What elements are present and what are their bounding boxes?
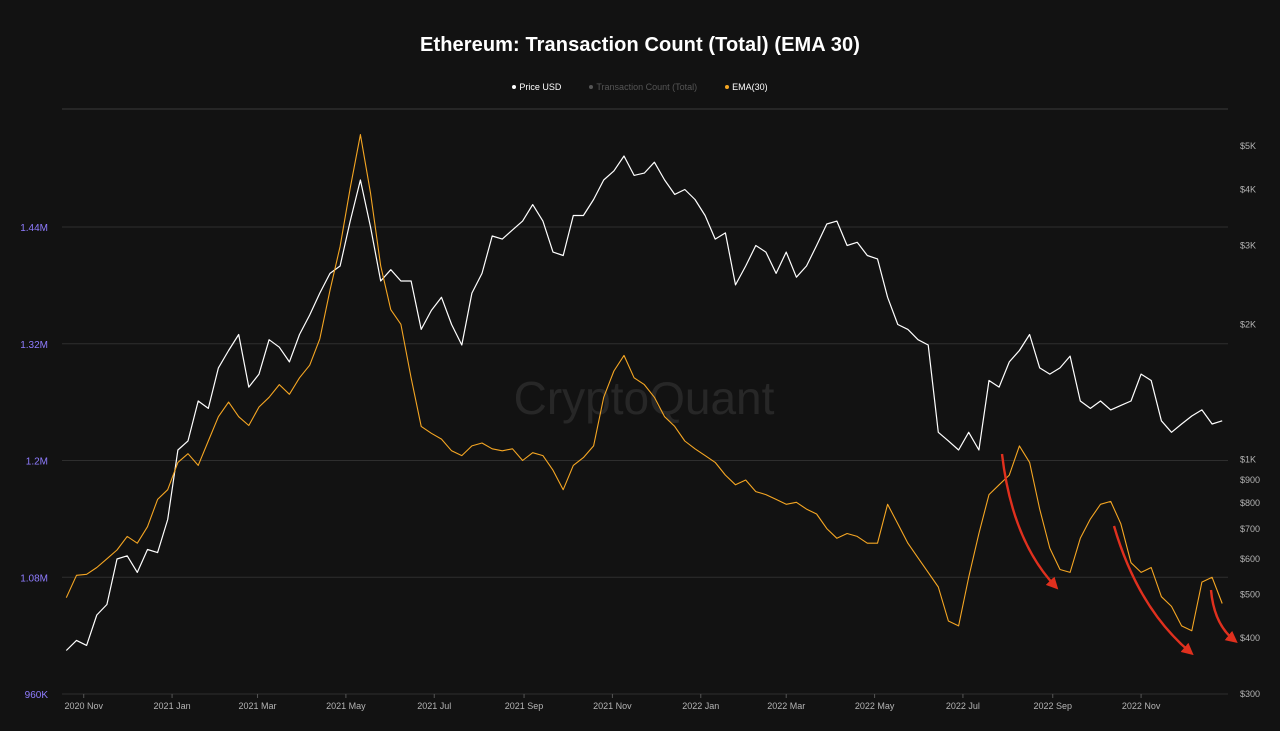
legend-item-transaction-count[interactable]: Transaction Count (Total) xyxy=(589,82,697,92)
x-axis-tick-label: 2022 Nov xyxy=(1122,701,1161,711)
right-axis-tick-label: $1K xyxy=(1240,454,1256,464)
right-axis-tick-label: $2K xyxy=(1240,319,1256,329)
right-axis-tick-label: $300 xyxy=(1240,689,1260,699)
legend-dot-ema xyxy=(725,85,730,89)
x-axis-tick-label: 2021 Jul xyxy=(417,701,451,711)
right-axis-tick-label: $5K xyxy=(1240,141,1256,151)
annotation-arrow xyxy=(1000,453,1059,590)
right-axis-tick-label: $400 xyxy=(1240,633,1260,643)
right-axis-tick-label: $800 xyxy=(1240,498,1260,508)
right-axis-tick-label: $900 xyxy=(1240,475,1260,485)
x-axis-tick-label: 2022 Jul xyxy=(946,701,980,711)
watermark-logo: CryptoQuant xyxy=(514,372,775,424)
legend-label-price: Price USD xyxy=(519,82,562,92)
x-axis-tick-label: 2022 Mar xyxy=(767,701,805,711)
legend-dot-price xyxy=(512,85,517,89)
left-axis-tick-label: 960K xyxy=(25,690,49,701)
right-axis-tick-label: $500 xyxy=(1240,590,1260,600)
legend-dot-transaction-count xyxy=(589,85,594,89)
x-axis-tick-label: 2021 Mar xyxy=(239,701,277,711)
x-axis-tick-label: 2021 Nov xyxy=(593,701,632,711)
left-axis-tick-label: 1.44M xyxy=(20,223,48,234)
chart-legend: Price USD Transaction Count (Total) EMA(… xyxy=(0,82,1280,92)
annotation-arrow xyxy=(1112,525,1194,656)
left-axis-tick-label: 1.32M xyxy=(20,340,48,351)
x-axis-tick-label: 2021 Jan xyxy=(154,701,191,711)
x-axis-tick-label: 2021 Sep xyxy=(505,701,544,711)
x-axis-tick-label: 2020 Nov xyxy=(64,701,103,711)
x-axis-tick-label: 2022 Jan xyxy=(682,701,719,711)
right-axis-tick-label: $4K xyxy=(1240,184,1256,194)
left-axis-tick-label: 1.08M xyxy=(20,573,48,584)
right-axis-tick-label: $600 xyxy=(1240,554,1260,564)
right-axis-tick-label: $3K xyxy=(1240,240,1256,250)
x-axis-tick-label: 2021 May xyxy=(326,701,366,711)
legend-item-ema[interactable]: EMA(30) xyxy=(725,82,768,92)
price-usd-line xyxy=(65,155,1223,651)
x-axis-tick-label: 2022 Sep xyxy=(1033,701,1072,711)
left-axis-tick-label: 1.2M xyxy=(26,457,48,468)
legend-label-transaction-count: Transaction Count (Total) xyxy=(596,82,698,92)
chart-title: Ethereum: Transaction Count (Total) (EMA… xyxy=(420,34,860,56)
right-axis-tick-label: $700 xyxy=(1240,524,1260,534)
legend-item-price[interactable]: Price USD xyxy=(512,82,561,92)
annotation-arrow xyxy=(1209,589,1238,644)
ema-30-line xyxy=(65,134,1223,632)
x-axis-tick-label: 2022 May xyxy=(855,701,895,711)
legend-label-ema: EMA(30) xyxy=(732,82,768,92)
